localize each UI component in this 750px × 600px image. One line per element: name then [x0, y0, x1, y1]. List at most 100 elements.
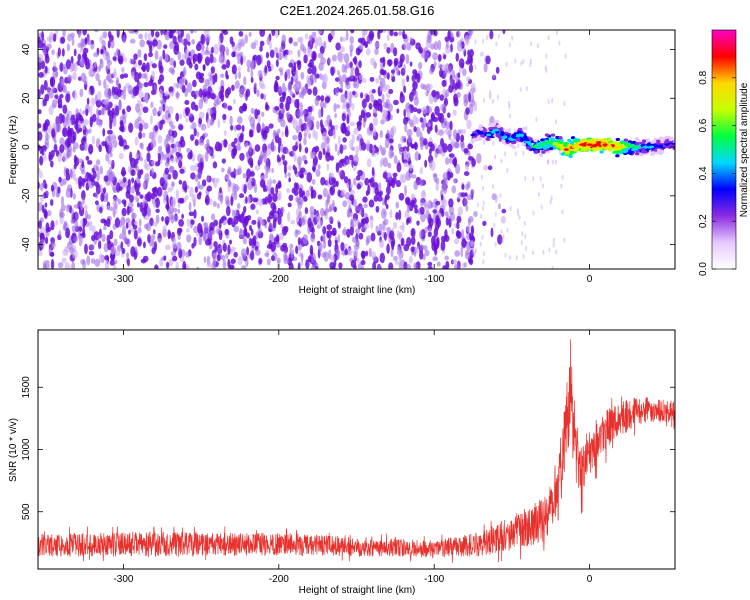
spectrogram-y-tick-label: 20 — [21, 92, 32, 104]
spectrogram-speckle — [135, 165, 139, 172]
spectrogram-speckle — [394, 260, 399, 266]
spectrogram-ridge-point — [517, 133, 523, 137]
spectrogram-speckle — [217, 119, 221, 128]
spectrogram-speckle — [362, 117, 366, 128]
spectrogram-speckle — [280, 119, 286, 128]
spectrogram-speckle — [202, 229, 208, 241]
spectrogram-speckle — [183, 263, 187, 269]
spectrogram-speckle — [384, 116, 389, 122]
spectrogram-speckle — [344, 248, 349, 256]
spectrogram-speckle — [476, 202, 479, 208]
spectrogram-speckle — [331, 54, 337, 62]
spectrogram-speckle — [283, 258, 289, 265]
colorbar-tick-label: 0.4 — [698, 166, 709, 180]
spectrogram-speckle — [290, 219, 295, 225]
spectrogram-speckle — [103, 225, 107, 231]
spectrogram-speckle — [482, 38, 485, 44]
spectrogram-speckle — [146, 145, 152, 152]
spectrogram-speckle — [482, 200, 485, 206]
spectrogram-speckle — [126, 205, 131, 216]
spectrogram-ridge-mark — [480, 134, 485, 138]
spectrogram-ridge-mark — [607, 145, 612, 149]
spectrogram-speckle — [125, 190, 131, 199]
spectrogram-speckle — [406, 128, 413, 137]
spectrogram-speckle — [42, 45, 47, 55]
spectrogram-speckle — [386, 243, 390, 254]
spectrogram-speckle — [427, 122, 431, 128]
spectrogram-speckle — [361, 77, 367, 84]
spectrogram-speckle — [57, 104, 63, 109]
spectrogram-speckle — [143, 91, 149, 101]
spectrogram-speckle — [339, 58, 343, 64]
spectrogram-speckle — [379, 252, 386, 264]
spectrogram-ridge-point — [602, 143, 608, 146]
spectrogram-speckle — [143, 53, 148, 62]
spectrogram-speckle — [102, 187, 107, 194]
spectrogram-speckle — [463, 197, 468, 207]
spectrogram-speckle — [339, 46, 345, 53]
spectrogram-speckle — [451, 69, 456, 79]
spectrogram-speckle — [385, 185, 391, 195]
spectrogram-speckle — [428, 217, 434, 227]
spectrogram-speckle — [54, 138, 57, 145]
spectrogram-speckle — [501, 208, 507, 214]
spectrogram-speckle — [558, 40, 561, 46]
spectrogram-speckle — [344, 130, 351, 137]
spectrogram-speckle — [310, 252, 316, 264]
spectrogram-ridge-mark — [573, 139, 578, 143]
spectrogram-speckle — [103, 219, 108, 227]
spectrogram-speckle — [311, 166, 316, 172]
spectrogram-speckle — [385, 203, 389, 210]
spectrogram-speckle — [123, 144, 130, 150]
spectrogram-speckle — [181, 76, 185, 87]
spectrogram-speckle — [44, 183, 48, 190]
spectrogram-speckle — [277, 190, 282, 201]
spectrogram-speckle — [530, 41, 533, 47]
spectrogram-speckle — [223, 139, 228, 148]
spectrogram-speckle — [101, 40, 106, 49]
spectrogram-speckle — [266, 179, 273, 185]
spectrogram-speckle — [38, 36, 41, 44]
spectrogram-speckle — [45, 222, 50, 233]
spectrogram-speckle — [178, 179, 183, 185]
spectrogram-speckle — [385, 227, 392, 232]
spectrogram-speckle — [482, 205, 485, 211]
spectrogram-speckle — [431, 89, 437, 98]
spectrogram-speckle — [166, 194, 169, 204]
spectrogram-speckle — [43, 152, 47, 162]
spectrogram-speckle — [361, 33, 365, 39]
spectrogram-speckle — [227, 217, 234, 223]
spectrogram-speckle — [345, 30, 349, 41]
spectrogram-speckle — [412, 81, 418, 90]
spectrogram-speckle — [295, 229, 301, 235]
spectrogram-speckle — [58, 230, 62, 238]
spectrogram-speckle — [246, 177, 249, 183]
spectrogram-ridge-mark — [658, 144, 664, 148]
spectrogram-ridge-mark — [587, 139, 592, 143]
spectrogram-speckle — [59, 62, 64, 72]
spectrogram-speckle — [53, 61, 57, 68]
spectrogram-speckle — [231, 51, 236, 58]
spectrogram-speckle — [270, 63, 274, 71]
spectrogram-speckle — [467, 143, 474, 150]
spectrogram-y-tick-label: -20 — [21, 188, 32, 203]
spectrogram-speckle — [233, 215, 239, 225]
spectrogram-speckle — [84, 209, 88, 220]
spectrogram-speckle — [508, 113, 511, 119]
spectrogram-speckle — [191, 243, 195, 249]
spectrogram-speckle — [84, 243, 88, 255]
spectrogram-speckle — [38, 202, 43, 212]
spectrogram-speckle — [444, 234, 450, 243]
spectrogram-speckle — [168, 230, 172, 239]
spectrogram-speckle — [55, 219, 59, 226]
spectrogram-speckle — [304, 207, 309, 215]
spectrogram-speckle — [38, 53, 44, 63]
spectrogram-speckle — [382, 198, 385, 206]
spectrogram-speckle — [121, 247, 126, 255]
spectrogram-speckle — [178, 219, 185, 227]
spectrogram-speckle — [264, 65, 268, 74]
spectrogram-speckle — [231, 148, 236, 160]
spectrogram-speckle — [457, 72, 461, 79]
spectrogram-speckle — [264, 252, 269, 257]
spectrogram-speckle — [316, 120, 320, 130]
